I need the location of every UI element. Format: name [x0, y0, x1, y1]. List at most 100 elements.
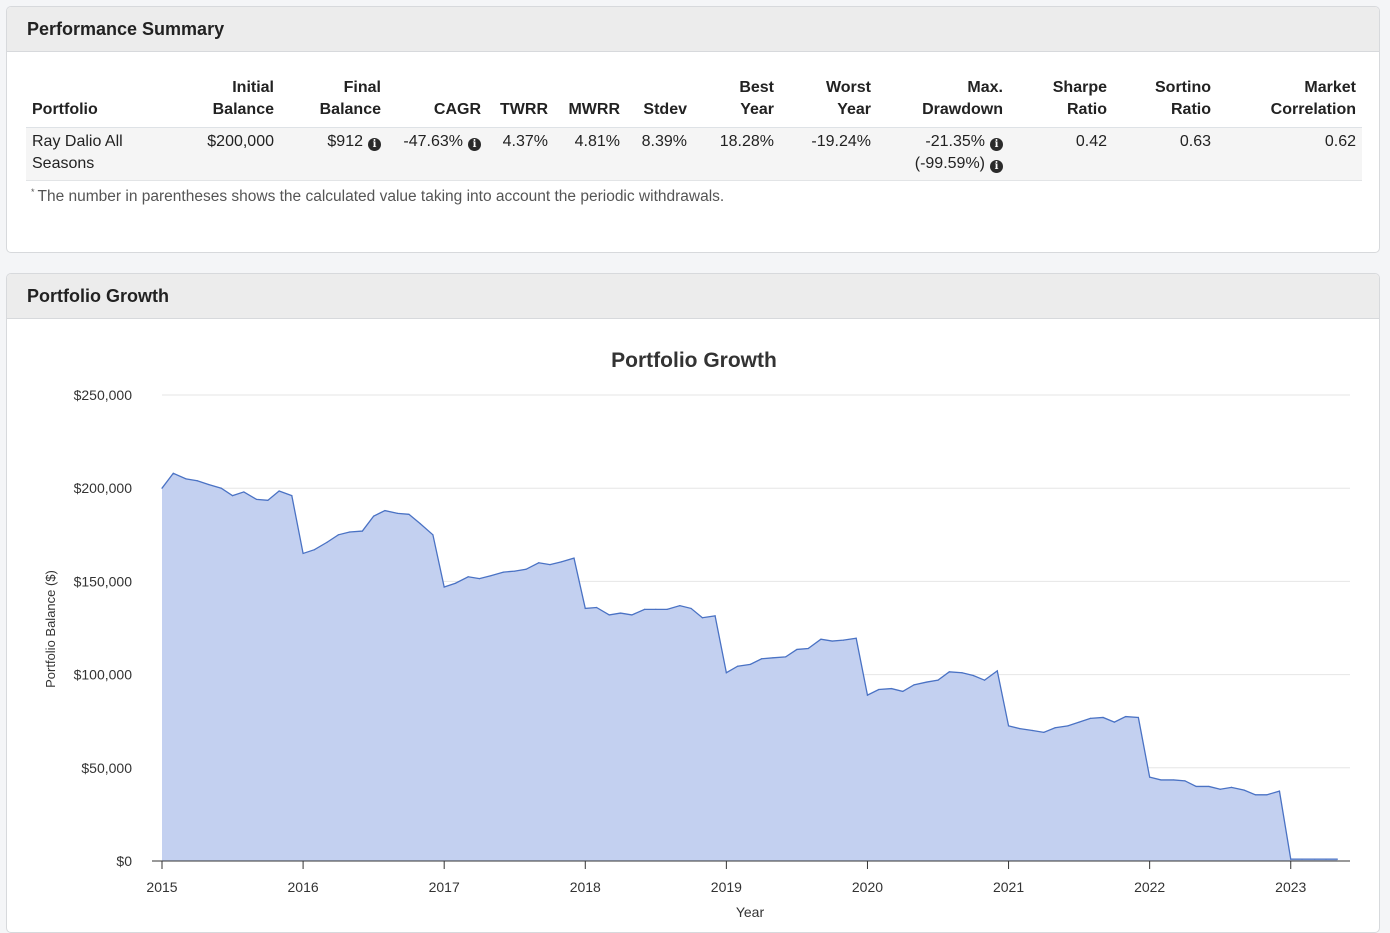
data-point	[349, 531, 351, 533]
data-point	[866, 694, 869, 696]
data-point	[1184, 780, 1186, 782]
col-stdev: Stdev	[626, 73, 693, 128]
cell-portfolio-name: Ray Dalio All Seasons	[26, 127, 178, 181]
data-point	[1031, 729, 1034, 732]
data-point	[454, 582, 457, 584]
data-point	[207, 483, 210, 486]
data-point	[302, 552, 304, 555]
x-tick-label: 2023	[1275, 879, 1306, 895]
data-point	[1089, 717, 1091, 720]
data-point	[514, 570, 516, 572]
data-point	[619, 612, 622, 614]
footnote: * The number in parentheses shows the cal…	[31, 187, 724, 206]
data-point	[725, 672, 727, 674]
data-point	[690, 607, 692, 610]
cell-stdev: 8.39%	[626, 127, 693, 181]
col-market-correlation: Market Correlation	[1217, 73, 1362, 128]
data-point	[1067, 725, 1069, 727]
data-point	[1266, 794, 1268, 796]
data-point	[926, 681, 928, 683]
data-point	[608, 614, 610, 616]
col-sortino-ratio: Sortino Ratio	[1113, 73, 1217, 128]
data-point	[1149, 776, 1151, 778]
data-point	[679, 605, 681, 607]
performance-summary-header: Performance Summary	[7, 7, 1379, 52]
data-point	[1254, 794, 1257, 796]
data-point	[1078, 721, 1080, 723]
col-worst-year: Worst Year	[780, 73, 877, 128]
x-tick-label: 2022	[1134, 879, 1165, 895]
data-point	[1336, 858, 1338, 860]
col-final-balance: Final Balance	[280, 73, 387, 128]
data-point	[772, 657, 774, 659]
data-point	[220, 487, 222, 489]
data-point	[172, 472, 174, 474]
data-point	[1278, 790, 1281, 792]
data-point	[326, 541, 328, 543]
y-tick-label: $0	[116, 853, 132, 869]
data-point	[1290, 858, 1292, 860]
data-point	[1208, 785, 1210, 788]
cell-sortino-ratio: 0.63	[1113, 127, 1217, 181]
y-tick-label: $50,000	[81, 760, 132, 776]
max-drawdown-value: -21.35%	[925, 133, 985, 150]
data-point	[855, 637, 857, 639]
data-point	[1173, 779, 1175, 781]
data-point	[983, 679, 986, 681]
data-point	[842, 639, 845, 641]
cell-cagr: -47.63% i	[387, 127, 487, 181]
x-tick-label: 2021	[993, 879, 1024, 895]
data-point	[243, 491, 245, 493]
chart-title: Portfolio Growth	[611, 349, 777, 372]
info-icon[interactable]: i	[468, 138, 481, 151]
data-point	[937, 679, 939, 681]
data-point	[490, 575, 492, 577]
data-point	[161, 487, 163, 489]
data-point	[1054, 727, 1056, 729]
data-point	[419, 523, 421, 525]
info-icon[interactable]: i	[368, 138, 381, 151]
data-point	[1102, 716, 1104, 719]
data-point	[313, 549, 315, 551]
footnote-mark: *	[31, 187, 35, 197]
data-point	[185, 478, 187, 480]
cell-final-balance: $912 i	[280, 127, 387, 181]
data-point	[996, 670, 998, 672]
data-point	[807, 647, 809, 650]
x-tick-label: 2015	[146, 879, 177, 895]
data-point	[831, 640, 833, 642]
data-point	[337, 534, 339, 536]
data-point	[1195, 785, 1197, 788]
data-point	[1113, 721, 1115, 723]
info-icon[interactable]: i	[990, 160, 1003, 173]
data-point	[1243, 789, 1245, 791]
data-point	[948, 671, 950, 673]
data-point	[796, 648, 798, 651]
data-point	[255, 498, 258, 500]
data-point	[373, 515, 375, 517]
data-point	[902, 690, 904, 692]
data-point	[408, 513, 410, 515]
data-point	[961, 672, 963, 674]
performance-summary-table: Portfolio Initial Balance Final Balance CA…	[26, 73, 1362, 181]
data-point	[972, 674, 974, 677]
info-icon[interactable]: i	[990, 138, 1003, 151]
data-point	[1301, 858, 1303, 860]
data-point	[595, 606, 598, 609]
data-point	[1043, 731, 1045, 733]
data-point	[538, 562, 540, 564]
data-point	[1230, 786, 1233, 788]
data-point	[432, 534, 434, 536]
y-tick-label: $200,000	[74, 480, 133, 496]
cell-worst-year: -19.24%	[780, 127, 877, 181]
data-point	[1019, 728, 1021, 730]
data-point	[761, 658, 763, 660]
data-point	[701, 617, 703, 619]
col-max-drawdown: Max. Drawdown	[877, 73, 1009, 128]
data-point	[525, 568, 527, 570]
data-point	[397, 512, 399, 514]
axes: $0 $50,000 $100,000 $150,000 $200,000 $250,00…	[74, 387, 1350, 895]
portfolio-growth-header: Portfolio Growth	[7, 274, 1379, 319]
performance-summary-panel: Performance Summary Portfolio Initial Bal…	[6, 6, 1380, 253]
data-point	[584, 607, 586, 610]
